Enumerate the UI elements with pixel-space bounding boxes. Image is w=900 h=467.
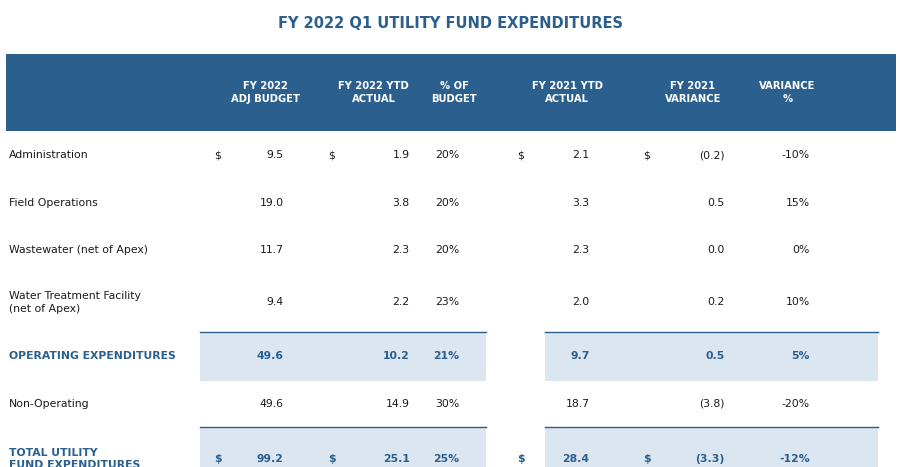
Text: 0.5: 0.5 <box>707 198 724 208</box>
Text: 3.3: 3.3 <box>572 198 590 208</box>
Text: 18.7: 18.7 <box>565 399 590 409</box>
Text: 0.5: 0.5 <box>706 351 724 361</box>
Text: 14.9: 14.9 <box>385 399 410 409</box>
Text: 5%: 5% <box>791 351 810 361</box>
Bar <box>200 332 486 381</box>
Text: 3.8: 3.8 <box>392 198 410 208</box>
Text: FY 2021 YTD
ACTUAL: FY 2021 YTD ACTUAL <box>532 81 602 104</box>
Text: -12%: -12% <box>779 454 810 464</box>
Text: 10.2: 10.2 <box>382 351 410 361</box>
Bar <box>544 332 878 381</box>
Text: 21%: 21% <box>433 351 459 361</box>
Text: Administration: Administration <box>9 150 88 160</box>
Text: 49.6: 49.6 <box>256 351 284 361</box>
Text: (3.3): (3.3) <box>695 454 725 464</box>
Text: -10%: -10% <box>782 150 810 160</box>
Text: 2.3: 2.3 <box>392 245 410 255</box>
Bar <box>6 54 896 131</box>
Text: $: $ <box>644 150 651 160</box>
Text: Wastewater (net of Apex): Wastewater (net of Apex) <box>9 245 148 255</box>
Text: 49.6: 49.6 <box>259 399 284 409</box>
Text: -20%: -20% <box>782 399 810 409</box>
Text: 2.2: 2.2 <box>392 297 410 307</box>
Text: $: $ <box>644 454 651 464</box>
Text: TOTAL UTILITY
FUND EXPENDITURES: TOTAL UTILITY FUND EXPENDITURES <box>9 448 140 467</box>
Text: FY 2022 YTD
ACTUAL: FY 2022 YTD ACTUAL <box>338 81 409 104</box>
Text: 23%: 23% <box>435 297 459 307</box>
Text: 20%: 20% <box>435 245 459 255</box>
Text: FY 2022
ADJ BUDGET: FY 2022 ADJ BUDGET <box>231 81 300 104</box>
Text: VARIANCE
%: VARIANCE % <box>760 81 815 104</box>
Text: 0.0: 0.0 <box>707 245 724 255</box>
Text: 11.7: 11.7 <box>259 245 284 255</box>
Text: 15%: 15% <box>786 198 810 208</box>
Bar <box>544 427 878 467</box>
Text: $: $ <box>328 454 336 464</box>
Text: Field Operations: Field Operations <box>9 198 98 208</box>
Text: FY 2021
VARIANCE: FY 2021 VARIANCE <box>665 81 721 104</box>
Text: 2.0: 2.0 <box>572 297 590 307</box>
Text: 25%: 25% <box>433 454 459 464</box>
Text: 9.7: 9.7 <box>570 351 590 361</box>
Text: 20%: 20% <box>435 150 459 160</box>
Text: 10%: 10% <box>786 297 810 307</box>
Text: 0%: 0% <box>793 245 810 255</box>
Text: 2.3: 2.3 <box>572 245 590 255</box>
Text: FY 2022 Q1 UTILITY FUND EXPENDITURES: FY 2022 Q1 UTILITY FUND EXPENDITURES <box>277 16 623 31</box>
Text: Water Treatment Facility
(net of Apex): Water Treatment Facility (net of Apex) <box>9 291 141 313</box>
Text: $: $ <box>518 150 525 160</box>
Text: $: $ <box>214 150 221 160</box>
Text: 99.2: 99.2 <box>256 454 284 464</box>
Text: (0.2): (0.2) <box>699 150 725 160</box>
Bar <box>200 427 486 467</box>
Text: 19.0: 19.0 <box>259 198 284 208</box>
Text: $: $ <box>518 454 525 464</box>
Text: 1.9: 1.9 <box>392 150 410 160</box>
Text: $: $ <box>214 454 221 464</box>
Text: 9.4: 9.4 <box>266 297 284 307</box>
Text: 28.4: 28.4 <box>562 454 590 464</box>
Text: 25.1: 25.1 <box>382 454 410 464</box>
Text: (3.8): (3.8) <box>699 399 725 409</box>
Text: Non-Operating: Non-Operating <box>9 399 90 409</box>
Text: $: $ <box>328 150 336 160</box>
Text: 2.1: 2.1 <box>572 150 590 160</box>
Text: 30%: 30% <box>435 399 459 409</box>
Text: 9.5: 9.5 <box>266 150 284 160</box>
Text: % OF
BUDGET: % OF BUDGET <box>432 81 477 104</box>
Text: 20%: 20% <box>435 198 459 208</box>
Text: OPERATING EXPENDITURES: OPERATING EXPENDITURES <box>9 351 176 361</box>
Text: 0.2: 0.2 <box>707 297 724 307</box>
